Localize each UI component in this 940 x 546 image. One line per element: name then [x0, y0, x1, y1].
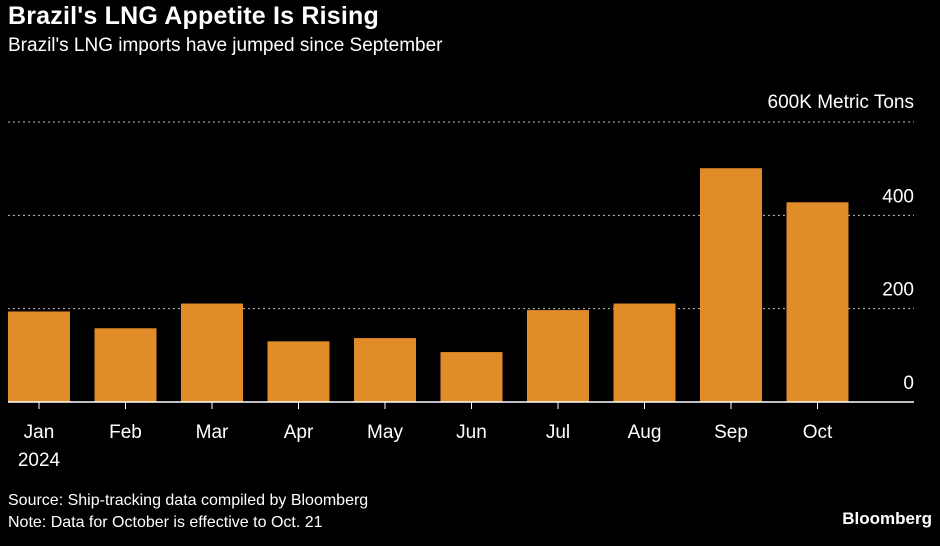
bar-oct	[786, 202, 849, 402]
bloomberg-logo: Bloomberg	[842, 509, 932, 528]
y-tick-label: 0	[903, 373, 914, 394]
x-tick-label: Feb	[109, 422, 142, 443]
x-tick-label: Jun	[456, 422, 487, 443]
bar-mar	[181, 303, 243, 402]
chart-footnotes: Source: Ship-tracking data compiled by B…	[8, 490, 368, 534]
y-axis-unit-label: 600K Metric Tons	[768, 92, 914, 113]
bar-jun	[440, 352, 503, 402]
x-tick-label: Sep	[714, 422, 748, 443]
bar-feb	[94, 328, 157, 402]
x-tick-label: May	[367, 422, 403, 443]
bar-sep	[700, 168, 762, 402]
bar-aug	[613, 303, 676, 402]
x-tick-label: Jul	[546, 422, 570, 443]
data-note: Note: Data for October is effective to O…	[8, 514, 323, 531]
y-tick-label: 400	[882, 186, 914, 207]
x-tick-label: Jan	[24, 422, 55, 443]
chart-subtitle: Brazil's LNG imports have jumped since S…	[8, 35, 443, 56]
bar-may	[354, 338, 416, 402]
source-note: Source: Ship-tracking data compiled by B…	[8, 492, 369, 509]
chart-title: Brazil's LNG Appetite Is Rising	[8, 2, 379, 30]
x-tick-label: Mar	[196, 422, 229, 443]
bar-jan	[8, 311, 70, 402]
x-tick-label: Oct	[803, 422, 833, 443]
x-tick-label: Aug	[628, 422, 662, 443]
bar-jul	[527, 310, 589, 402]
x-year-label: 2024	[18, 450, 61, 471]
y-tick-label: 200	[882, 280, 914, 301]
bar-apr	[267, 341, 330, 402]
x-tick-label: Apr	[284, 422, 314, 443]
